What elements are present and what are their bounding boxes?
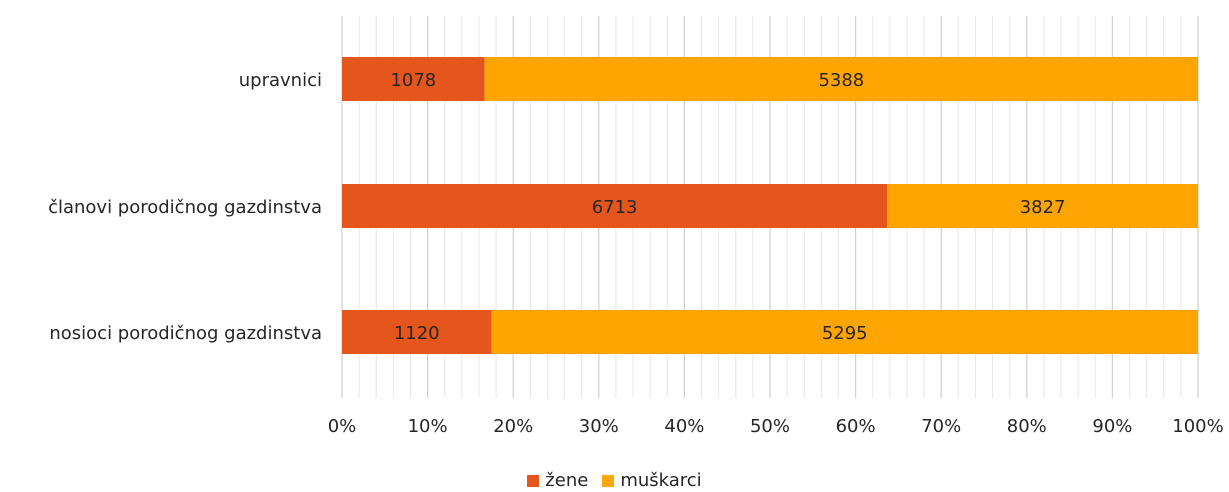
x-tick-label: 40% [664, 416, 704, 437]
bar-segment [342, 57, 485, 101]
x-tick-label: 70% [921, 416, 961, 437]
bar-segment [342, 184, 888, 228]
legend-swatch-muskarci [602, 474, 615, 487]
bar-segment [342, 310, 492, 354]
bar-segment [887, 184, 1198, 228]
legend-swatch-zene [527, 474, 540, 487]
bar-data-label: 1078 [390, 70, 436, 91]
x-tick-label: 90% [1092, 416, 1132, 437]
bar-data-label: 1120 [394, 323, 440, 344]
category-label: članovi porodičnog gazdinstva [48, 197, 322, 218]
category-label: upravnici [239, 70, 322, 91]
legend-label-muskarci: muškarci [620, 470, 702, 491]
x-tick-label: 60% [836, 416, 876, 437]
legend-item-zene: žene [527, 470, 588, 491]
bar-data-label: 6713 [592, 197, 638, 218]
legend: žene muškarci [0, 470, 1229, 491]
bar-segment [484, 57, 1198, 101]
bar-segment [491, 310, 1199, 354]
x-tick-label: 20% [493, 416, 533, 437]
stacked-bar-chart: 1078 5388 6713 3827 1120 5295 upravnici članov… [48, 16, 1224, 437]
x-axis-tick-labels: 0% 10% 20% 30% 40% 50% 60% 70% 80% 90% 100% [328, 416, 1224, 437]
bar-data-label: 3827 [1020, 197, 1066, 218]
x-tick-label: 50% [750, 416, 790, 437]
bar-data-label: 5295 [822, 323, 868, 344]
legend-label-zene: žene [545, 470, 589, 491]
x-tick-label: 10% [408, 416, 448, 437]
x-tick-label: 80% [1007, 416, 1047, 437]
bar-group: 1078 5388 6713 3827 1120 5295 [342, 57, 1199, 354]
x-tick-label: 100% [1172, 416, 1223, 437]
category-labels: upravnici članovi porodičnog gazdinstva no… [48, 70, 322, 344]
bar-data-label: 5388 [818, 70, 864, 91]
x-tick-label: 0% [328, 416, 357, 437]
x-tick-label: 30% [579, 416, 619, 437]
category-label: nosioci porodičnog gazdinstva [49, 323, 322, 344]
legend-item-muskarci: muškarci [602, 470, 702, 491]
